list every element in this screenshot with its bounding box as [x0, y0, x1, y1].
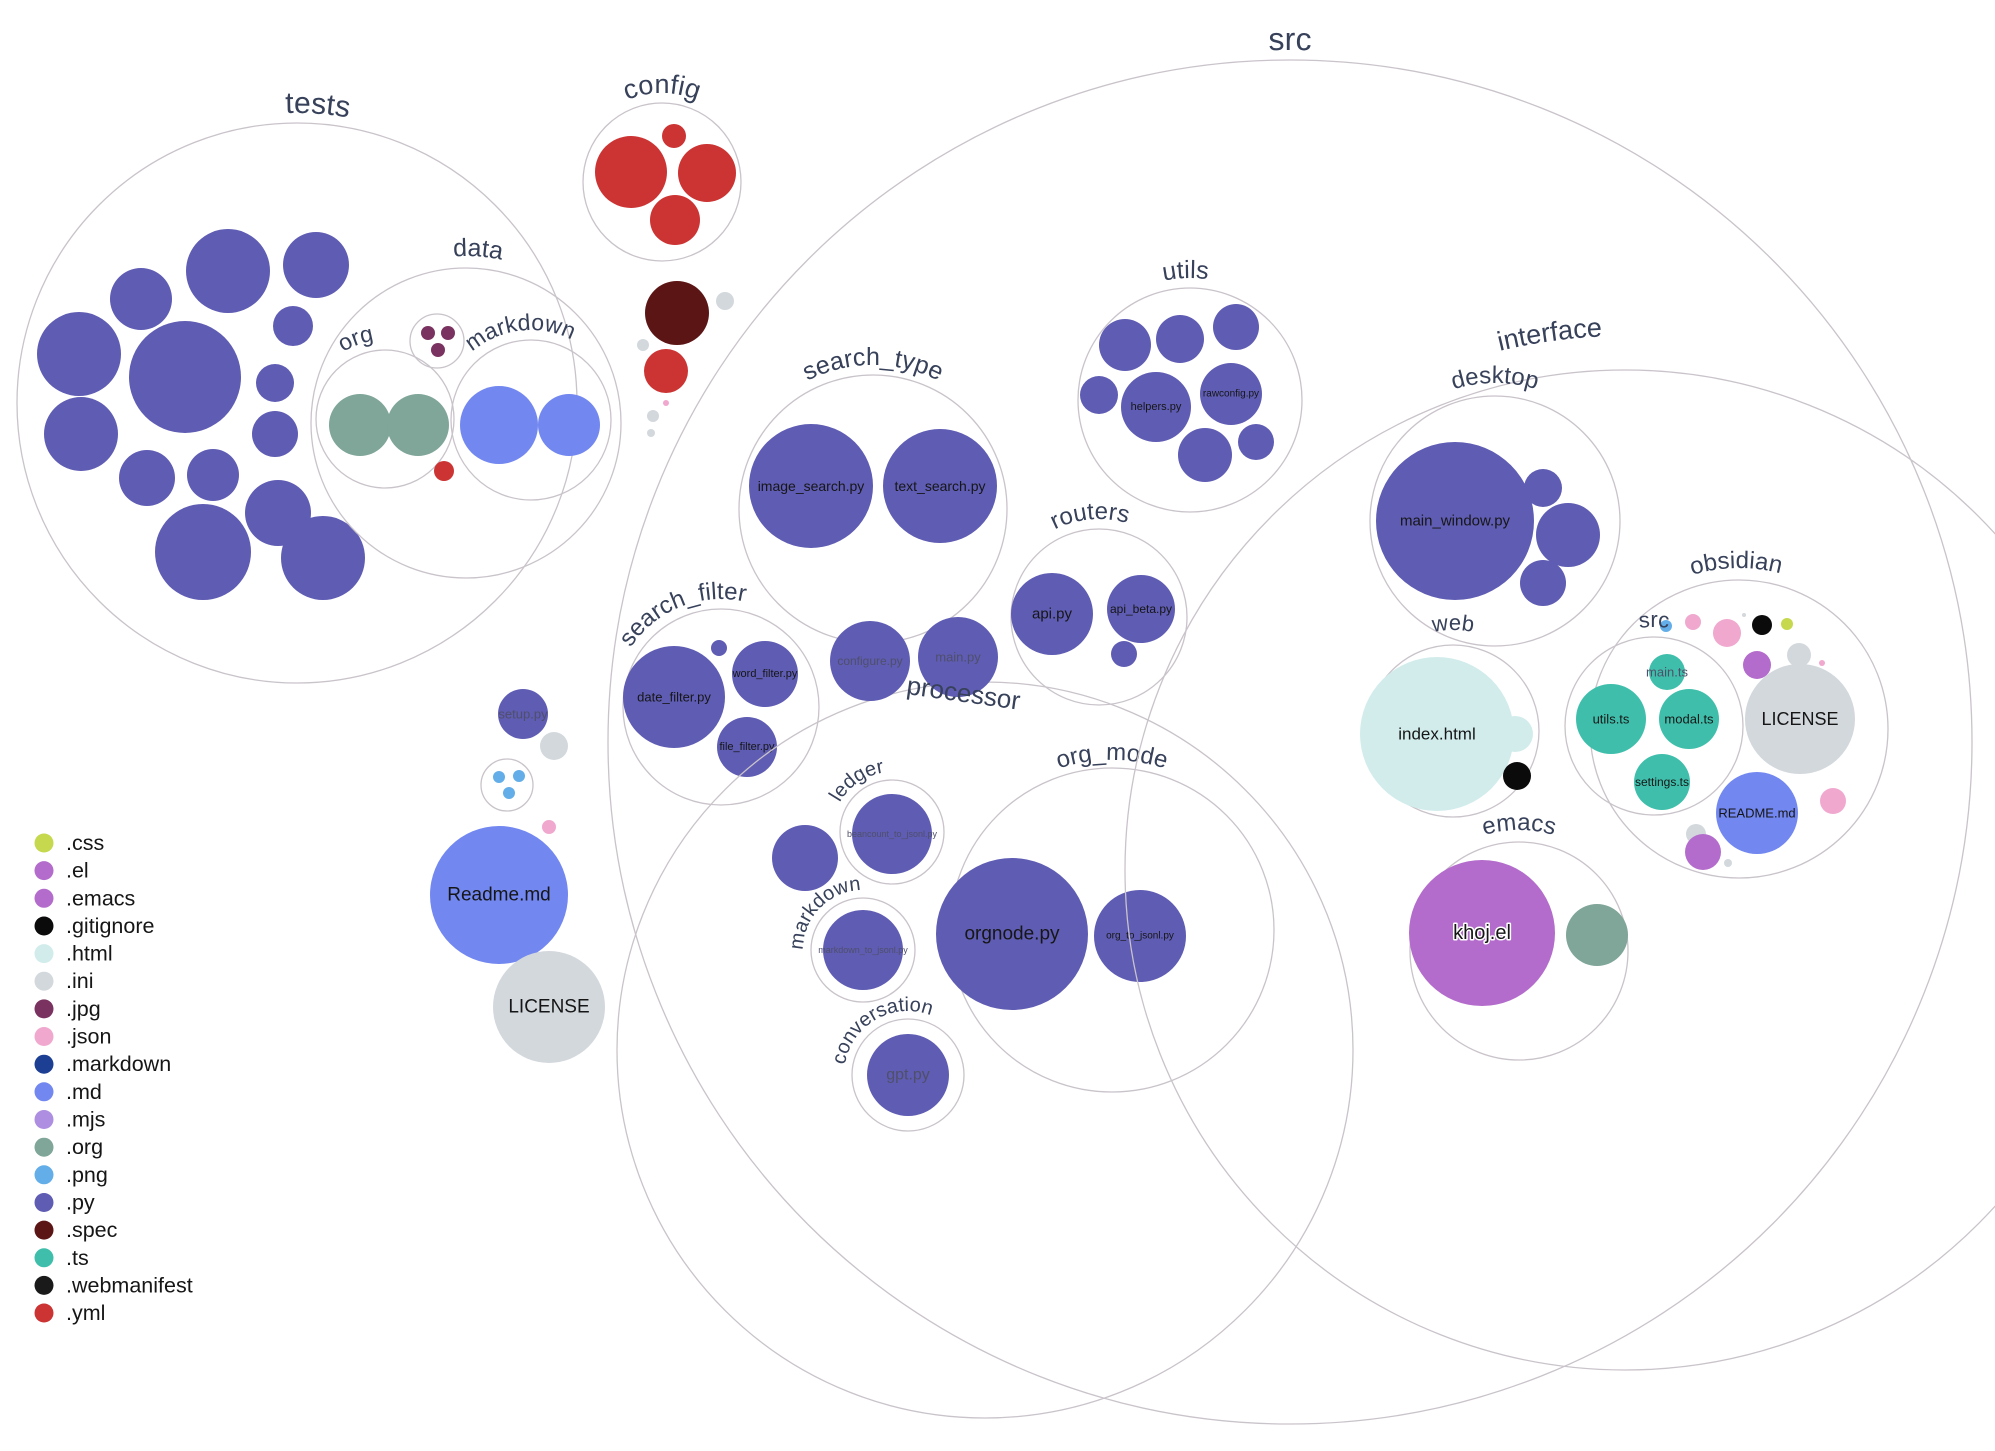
- svg-text:date_filter.py: date_filter.py: [637, 690, 711, 705]
- svg-text:index.html: index.html: [1398, 725, 1475, 744]
- svg-text:settings.ts: settings.ts: [1635, 775, 1689, 789]
- svg-text:.org: .org: [66, 1135, 103, 1159]
- svg-text:tests: tests: [285, 87, 353, 125]
- svg-text:.yml: .yml: [66, 1301, 105, 1325]
- svg-text:README.md: README.md: [1718, 806, 1795, 821]
- svg-text:data: data: [453, 234, 506, 266]
- svg-text:configure.py: configure.py: [837, 654, 902, 668]
- svg-text:gpt.py: gpt.py: [886, 1067, 930, 1084]
- svg-text:src: src: [1638, 607, 1671, 633]
- svg-text:.emacs: .emacs: [66, 886, 135, 910]
- svg-text:modal.ts: modal.ts: [1664, 712, 1714, 727]
- svg-text:.json: .json: [66, 1025, 111, 1049]
- svg-text:api_beta.py: api_beta.py: [1110, 602, 1172, 616]
- svg-text:rawconfig.py: rawconfig.py: [1203, 389, 1259, 400]
- svg-text:utils.ts: utils.ts: [1593, 712, 1630, 727]
- svg-text:.markdown: .markdown: [66, 1052, 171, 1076]
- svg-text:helpers.py: helpers.py: [1131, 401, 1182, 413]
- svg-text:.png: .png: [66, 1163, 108, 1187]
- svg-text:web: web: [1429, 610, 1475, 637]
- svg-text:.css: .css: [66, 831, 104, 855]
- svg-text:word_filter.py: word_filter.py: [732, 668, 798, 680]
- svg-text:LICENSE: LICENSE: [1761, 709, 1838, 729]
- svg-text:org_to_jsonl.py: org_to_jsonl.py: [1106, 931, 1174, 942]
- svg-text:.el: .el: [66, 859, 89, 883]
- svg-text:.md: .md: [66, 1080, 102, 1104]
- svg-text:orgnode.py: orgnode.py: [964, 924, 1060, 945]
- svg-text:src: src: [1268, 21, 1312, 57]
- svg-text:.ini: .ini: [66, 969, 93, 993]
- svg-text:main.py: main.py: [935, 650, 981, 665]
- svg-text:khoj.el: khoj.el: [1453, 922, 1511, 944]
- svg-text:.py: .py: [66, 1191, 95, 1215]
- svg-text:.webmanifest: .webmanifest: [66, 1273, 193, 1297]
- svg-text:beancount_to_jsonl.py: beancount_to_jsonl.py: [847, 829, 938, 839]
- svg-text:utils: utils: [1160, 256, 1210, 287]
- svg-text:markdown_to_jsonl.py: markdown_to_jsonl.py: [818, 945, 908, 955]
- svg-text:.mjs: .mjs: [66, 1108, 105, 1132]
- svg-text:.jpg: .jpg: [66, 997, 101, 1021]
- svg-text:.ts: .ts: [66, 1246, 89, 1270]
- svg-text:main_window.py: main_window.py: [1400, 513, 1511, 530]
- svg-text:main.ts: main.ts: [1646, 665, 1688, 680]
- svg-text:image_search.py: image_search.py: [758, 478, 865, 494]
- svg-text:Readme.md: Readme.md: [447, 885, 551, 906]
- svg-text:.spec: .spec: [66, 1218, 118, 1242]
- svg-text:LICENSE: LICENSE: [508, 997, 589, 1018]
- svg-text:.html: .html: [66, 942, 113, 966]
- svg-text:api.py: api.py: [1032, 606, 1073, 623]
- svg-text:file_filter.py: file_filter.py: [719, 741, 775, 753]
- svg-text:setup.py: setup.py: [498, 707, 548, 722]
- svg-text:text_search.py: text_search.py: [894, 478, 985, 494]
- svg-text:.gitignore: .gitignore: [66, 914, 154, 938]
